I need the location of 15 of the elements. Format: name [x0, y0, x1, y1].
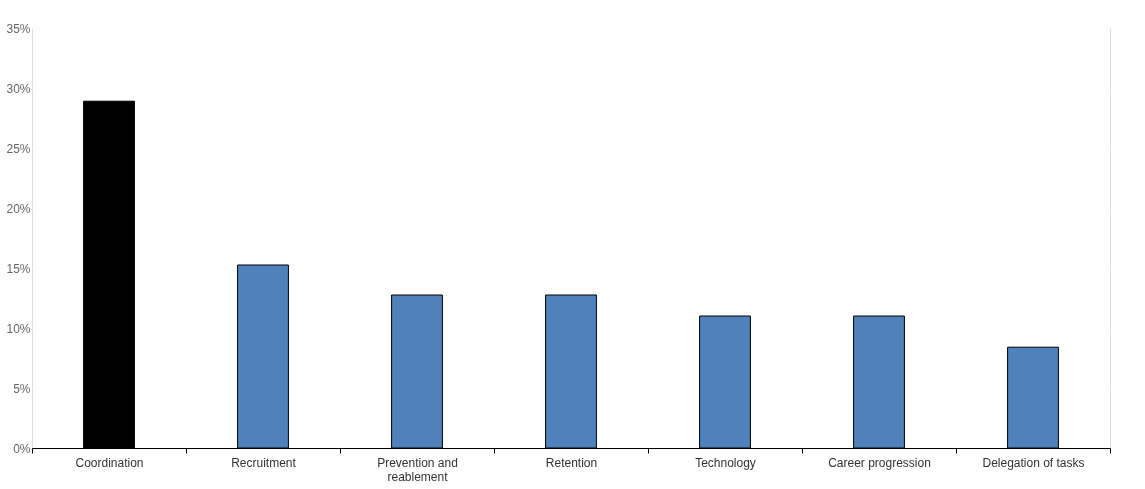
- y-tick-label: 30%: [6, 81, 31, 96]
- x-tick-label: Coordination: [75, 455, 144, 470]
- x-tick-label: Delegation of tasks: [982, 455, 1085, 470]
- y-tick-label: 15%: [6, 261, 31, 276]
- x-tick-label: Prevention and reablement: [377, 455, 458, 484]
- y-tick-label: 20%: [6, 201, 31, 216]
- y-tick-label: 10%: [6, 321, 31, 336]
- x-tick-label: Recruitment: [231, 455, 297, 470]
- y-tick-label: 35%: [6, 21, 31, 36]
- y-tick-label: 25%: [6, 141, 31, 156]
- x-tick-label: Technology: [695, 455, 756, 470]
- x-tick-label: Career progression: [828, 455, 931, 470]
- x-tick-label: Retention: [545, 455, 598, 470]
- y-tick-label: 5%: [13, 381, 31, 396]
- y-tick-label: 0%: [13, 441, 31, 456]
